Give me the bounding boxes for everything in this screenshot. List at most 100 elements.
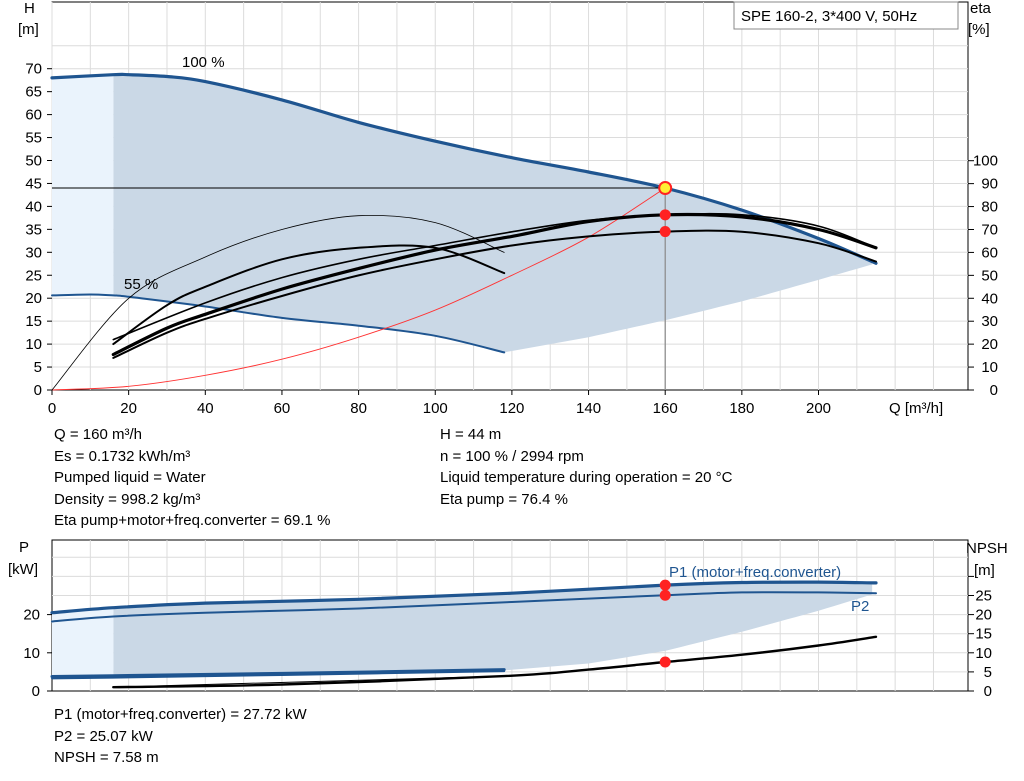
top-info-left: Q = 160 m³/h Es = 0.1732 kWh/m³ Pumped l… — [54, 424, 330, 532]
top-y-right-tick-label: 100 — [973, 153, 998, 170]
top-y-right-tick-label: 50 — [981, 267, 998, 284]
head-curve-100 — [50, 72, 878, 265]
top-y-right-tick-label: 40 — [981, 290, 998, 307]
info-n: n = 100 % / 2994 rpm — [440, 447, 584, 465]
duty-point-head — [658, 181, 673, 196]
p2-curve — [51, 591, 877, 623]
info-eta-pump: Eta pump = 76.4 % — [440, 490, 568, 508]
curve-label-55: 55 % — [124, 276, 158, 293]
bottom-y-right-tick-label: 0 — [984, 683, 992, 700]
top-y-left-tick-label: 5 — [34, 359, 42, 376]
top-y-right-tick-label: 10 — [981, 359, 998, 376]
top-y-right-tick-label: 80 — [981, 199, 998, 216]
bottom-y-right-tick-label: 10 — [975, 645, 992, 662]
bottom-y-right-tick-label: 5 — [984, 664, 992, 681]
p1-curve — [50, 580, 878, 615]
bottom-y-left-label: P — [19, 539, 29, 556]
top-y-right-tick-label: 20 — [981, 336, 998, 353]
duty-point-p1 — [659, 579, 671, 591]
top-x-tick-label: 180 — [729, 400, 754, 417]
top-y-left-unit: [m] — [18, 21, 39, 38]
top-chart-axes: 0 20 40 60 80 100 120 140 160 180 2000510152025303… — [25, 61, 998, 417]
top-y-left-tick-label: 15 — [25, 313, 42, 330]
p1-curve-label: P1 (motor+freq.converter) — [669, 564, 841, 581]
duty-point-eta-pump — [659, 209, 671, 221]
top-y-left-tick-label: 10 — [25, 336, 42, 353]
p-min-speed-curve-a — [51, 670, 506, 680]
top-y-left-tick-label: 55 — [25, 130, 42, 147]
top-x-tick-label: 140 — [576, 400, 601, 417]
top-x-tick-label: 160 — [653, 400, 678, 417]
info-temp: Liquid temperature during operation = 20… — [440, 469, 733, 486]
p2-curve-label: P2 — [851, 598, 869, 615]
bottom-low-flow-region — [52, 607, 114, 679]
duty-point-p2 — [659, 589, 671, 601]
top-x-tick-label: 120 — [499, 400, 524, 417]
eta-motor-curve — [112, 212, 877, 341]
top-y-left-tick-label: 35 — [25, 221, 42, 238]
duty-point-npsh — [659, 656, 671, 668]
bottom-y-left-tick-label: 10 — [23, 645, 40, 662]
bottom-y-right-tick-label: 25 — [975, 588, 992, 605]
info-es: Es = 0.1732 kWh/m³ — [54, 447, 191, 465]
info-q: Q = 160 m³/h — [54, 426, 142, 443]
top-y-left-tick-label: 70 — [25, 61, 42, 78]
top-y-left-tick-label: 25 — [25, 267, 42, 284]
duty-point-eta-total — [659, 226, 671, 238]
head-curve-100-extension — [51, 74, 114, 79]
bottom-chart-curves — [50, 580, 878, 689]
top-y-right-tick-label: 60 — [981, 244, 998, 261]
info-npsh: NPSH = 7.58 m — [54, 749, 159, 766]
top-y-left-tick-label: 30 — [25, 244, 42, 261]
system-curve — [51, 187, 666, 391]
top-y-right-unit: [%] — [968, 21, 990, 38]
bottom-y-right-label: NPSH — [966, 540, 1008, 557]
top-x-tick-label: 200 — [806, 400, 831, 417]
bottom-chart-fills — [52, 582, 873, 679]
top-y-right-tick-label: 70 — [981, 221, 998, 238]
top-y-left-tick-label: 20 — [25, 290, 42, 307]
top-y-left-tick-label: 0 — [34, 382, 42, 399]
top-x-tick-label: 40 — [197, 400, 214, 417]
top-chart-curves — [50, 72, 878, 391]
info-p2: P2 = 25.07 kW — [54, 727, 153, 745]
top-chart-points — [658, 181, 673, 238]
top-y-left-tick-label: 65 — [25, 84, 42, 101]
title-box — [733, 1, 959, 30]
bottom-info: P1 (motor+freq.converter) = 27.72 kW P2 … — [54, 704, 307, 769]
top-y-right-tick-label: 90 — [981, 176, 998, 193]
top-x-tick-label: 0 — [48, 400, 56, 417]
eta-55-thin-curve — [51, 215, 505, 391]
info-liquid: Pumped liquid = Water — [54, 469, 206, 486]
eta-pump-curve — [111, 212, 878, 357]
top-y-left-tick-label: 60 — [25, 107, 42, 124]
bottom-y-right-unit: [m] — [974, 562, 995, 579]
bottom-y-left-tick-label: 0 — [32, 683, 40, 700]
top-x-tick-label: 80 — [350, 400, 367, 417]
top-y-left-tick-label: 45 — [25, 175, 42, 192]
bottom-chart-axes: 0 10 20 0 5 10 15 20 25 — [23, 575, 992, 700]
top-x-tick-label: 60 — [274, 400, 291, 417]
head-curve-55 — [51, 293, 506, 354]
p-min-speed-curve-b — [50, 668, 506, 678]
pump-title: SPE 160-2, 3*400 V, 50Hz — [741, 8, 917, 25]
info-density: Density = 998.2 kg/m³ — [54, 490, 201, 508]
curve-label-100: 100 % — [182, 54, 225, 71]
eta-55-curve — [112, 244, 506, 346]
top-y-left-label: H — [24, 0, 35, 17]
top-x-tick-label: 20 — [120, 400, 137, 417]
top-y-right-tick-label: 0 — [990, 382, 998, 399]
npsh-curve — [112, 635, 878, 689]
bottom-y-left-tick-label: 20 — [23, 607, 40, 624]
info-p1: P1 (motor+freq.converter) = 27.72 kW — [54, 706, 307, 723]
top-info-right: H = 44 m n = 100 % / 2994 rpm Liquid tem… — [440, 424, 732, 510]
bottom-y-right-tick-label: 20 — [975, 607, 992, 624]
bottom-chart-points — [659, 579, 671, 668]
npsh-low-curve — [113, 675, 505, 688]
top-y-left-tick-label: 50 — [25, 153, 42, 170]
top-x-label: Q [m³/h] — [889, 400, 943, 417]
bottom-y-left-unit: [kW] — [8, 561, 38, 578]
bottom-operating-envelope — [113, 582, 873, 677]
info-h: H = 44 m — [440, 426, 502, 443]
